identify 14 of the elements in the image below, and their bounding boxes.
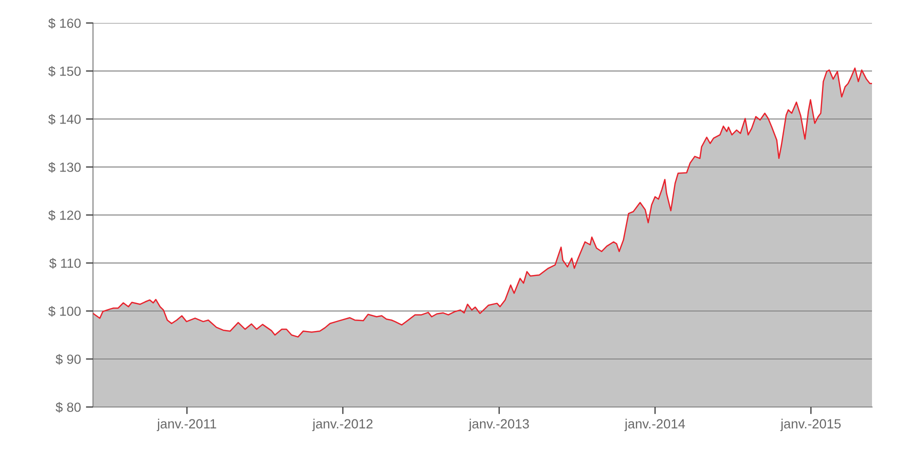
y-tick-label: $ 130 [48,162,81,173]
x-tick-label: janv.-2013 [468,418,529,432]
x-tick-label: janv.-2012 [312,418,373,432]
y-tick-label: $ 120 [48,210,81,221]
x-tick-label: janv.-2015 [780,418,841,432]
y-tick-label: $ 100 [48,306,81,317]
y-tick-label: $ 160 [48,18,81,29]
x-tick-label: janv.-2011 [156,418,216,432]
y-tick-label: $ 90 [56,354,81,365]
y-tick-label: $ 150 [48,66,81,77]
y-tick-label: $ 80 [56,402,81,413]
x-tick-label: janv.-2014 [624,418,685,432]
y-tick-label: $ 140 [48,114,81,125]
y-tick-label: $ 110 [49,258,81,269]
